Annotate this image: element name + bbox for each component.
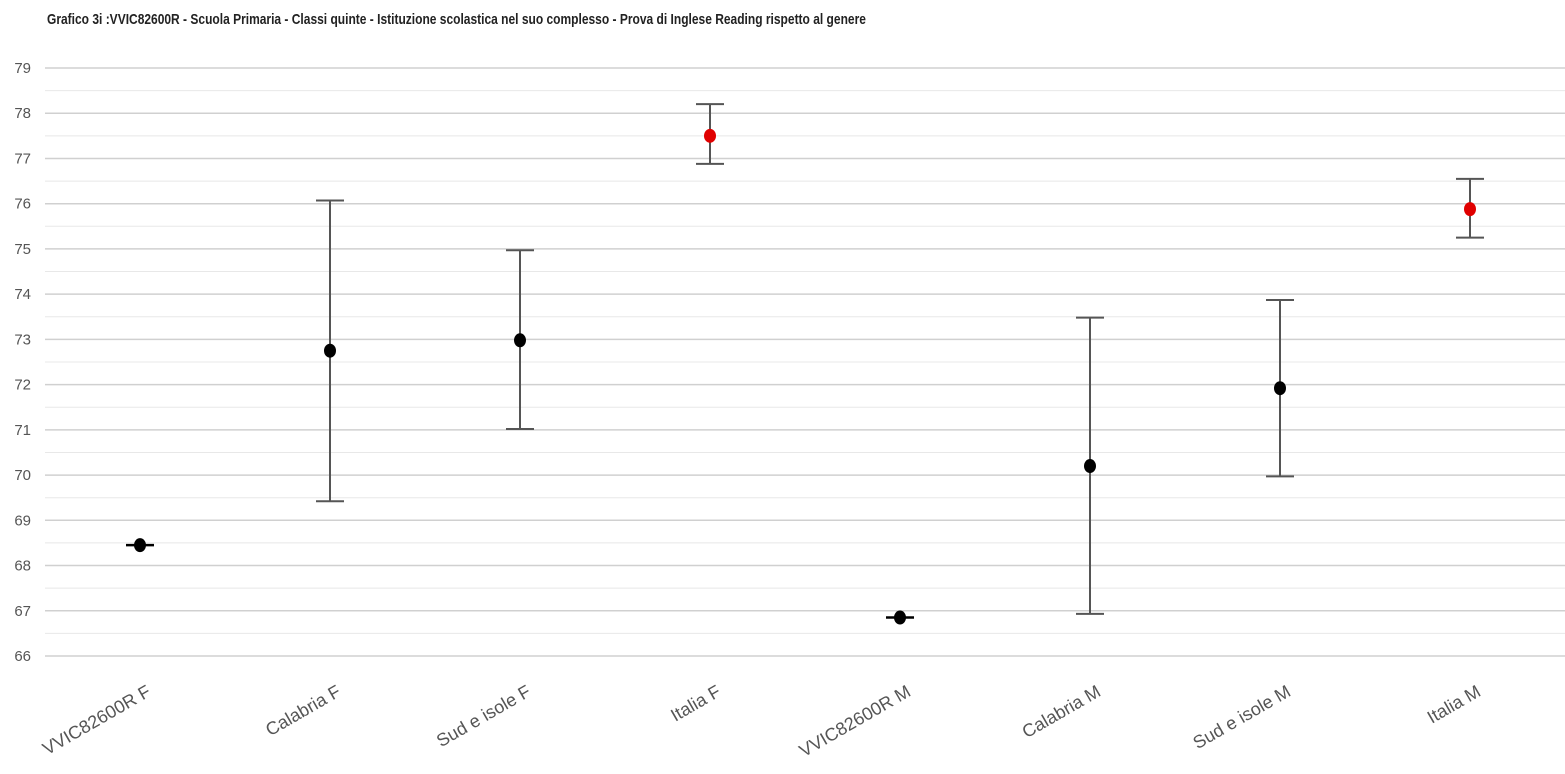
- data-point: [894, 610, 906, 625]
- grid-lines: [45, 67, 1565, 657]
- y-tick-label: 74: [14, 286, 31, 303]
- y-tick-label: 76: [14, 196, 31, 213]
- x-tick-label: VVIC82600R F: [39, 681, 154, 759]
- y-tick-label: 71: [14, 422, 31, 439]
- chart-title: Grafico 3i :VVIC82600R - Scuola Primaria…: [47, 11, 866, 28]
- data-point: [1084, 459, 1096, 474]
- x-tick-label: Sud e isole F: [433, 681, 534, 751]
- y-tick-label: 75: [14, 241, 31, 258]
- x-tick-label: VVIC82600R M: [796, 681, 914, 761]
- data-point: [324, 343, 336, 358]
- y-tick-label: 79: [14, 60, 31, 77]
- y-tick-label: 70: [14, 467, 31, 484]
- x-tick-label: Italia F: [667, 681, 724, 725]
- y-tick-label: 77: [14, 150, 31, 167]
- y-tick-label: 66: [14, 648, 31, 665]
- x-axis-ticks: VVIC82600R F Calabria F Sud e isole F Itali…: [39, 681, 1484, 761]
- y-tick-label: 67: [14, 603, 31, 620]
- y-tick-label: 69: [14, 512, 31, 529]
- data-point: [1464, 202, 1476, 217]
- data-point: [704, 128, 716, 143]
- x-tick-label: Sud e isole M: [1190, 681, 1294, 753]
- y-tick-label: 78: [14, 105, 31, 122]
- data-point: [134, 538, 146, 553]
- data-point: [1274, 381, 1286, 396]
- x-tick-label: Calabria F: [262, 681, 344, 740]
- y-tick-label: 72: [14, 377, 31, 394]
- y-axis-ticks: 79 78 77 76 75 74 73 72 71 70 69 68 67 66: [14, 60, 31, 665]
- data-point: [514, 333, 526, 348]
- y-tick-label: 73: [14, 331, 31, 348]
- x-tick-label: Calabria M: [1019, 681, 1104, 742]
- x-tick-label: Italia M: [1424, 681, 1484, 727]
- y-tick-label: 68: [14, 558, 31, 575]
- data-points: [134, 128, 1476, 625]
